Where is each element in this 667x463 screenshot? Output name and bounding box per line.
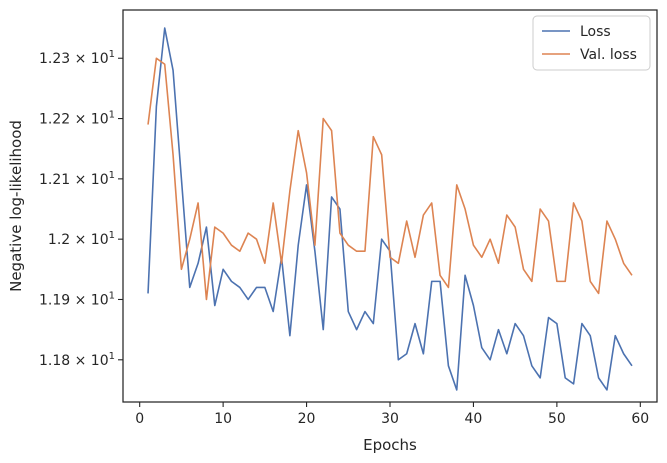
x-tick-label: 0: [135, 411, 144, 427]
legend: Loss Val. loss: [532, 15, 651, 71]
legend-label: Val. loss: [580, 47, 637, 63]
legend-box: [532, 15, 651, 71]
y-tick-label: 1.18 × 101: [39, 351, 115, 369]
y-tick-label: 1.21 × 101: [39, 170, 115, 188]
x-tick-label: 40: [465, 411, 483, 427]
x-tick-label: 50: [548, 411, 566, 427]
y-tick-label: 1.2 × 101: [48, 230, 115, 248]
y-tick-label: 1.22 × 101: [39, 110, 115, 128]
x-axis: 0 10 20 30 40 50 60: [135, 402, 649, 427]
x-tick-label: 30: [381, 411, 399, 427]
x-axis-title: Epochs: [363, 436, 417, 454]
y-axis-title: Negative log-likelihood: [7, 120, 25, 292]
y-tick-label: 1.19 × 101: [39, 290, 115, 308]
x-tick-label: 60: [631, 411, 649, 427]
y-tick-label: 1.23 × 101: [39, 49, 115, 67]
y-axis: 1.18 × 101 1.19 × 101 1.2 × 101 1.21 × 101 1…: [39, 49, 123, 369]
series-line-1: [147, 27, 633, 391]
x-tick-label: 10: [214, 411, 232, 427]
legend-label: Loss: [580, 24, 611, 40]
x-tick-label: 20: [298, 411, 316, 427]
series-line-2: [147, 57, 633, 301]
series-layer: [147, 27, 633, 391]
